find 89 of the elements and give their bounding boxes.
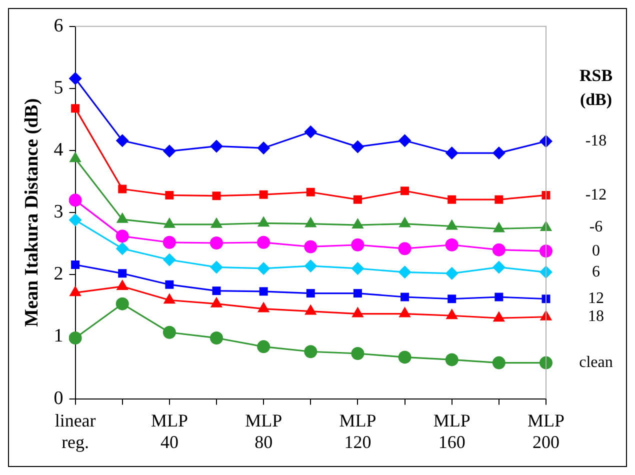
point (118, 269, 127, 278)
point (445, 146, 458, 160)
point (68, 331, 82, 344)
x-tick-label: MLP 80 (245, 410, 282, 452)
y-tick-label: 1 (54, 326, 64, 347)
point (68, 214, 82, 227)
x-tick-label: MLP 40 (150, 410, 188, 452)
point (162, 144, 176, 158)
point (492, 311, 505, 322)
point (162, 236, 176, 249)
y-tick-label: 0 (54, 388, 64, 409)
point (304, 345, 318, 358)
point (304, 125, 318, 138)
x-tick-label: linear reg. (54, 410, 96, 452)
y-tick-label: 6 (54, 15, 64, 36)
point (165, 190, 174, 200)
text: 0 (592, 242, 600, 260)
point (398, 134, 412, 148)
point (257, 142, 270, 155)
point (116, 230, 129, 243)
point (351, 140, 364, 154)
point (540, 244, 552, 258)
point (304, 259, 318, 272)
point (352, 218, 364, 229)
point (210, 331, 224, 344)
point (212, 192, 221, 200)
point (259, 190, 268, 199)
series-label: clean (579, 354, 613, 372)
x-tick-label: MLP 160 (433, 410, 470, 452)
point (351, 238, 364, 252)
point (351, 262, 364, 275)
point (351, 346, 364, 360)
text: -12 (585, 186, 607, 204)
point (162, 253, 176, 266)
point (210, 236, 224, 250)
text: -6 (589, 218, 603, 236)
point (353, 195, 362, 204)
point (118, 184, 127, 194)
y-tick-label: 2 (54, 264, 64, 285)
point (68, 72, 82, 86)
point (257, 340, 270, 354)
point (306, 289, 315, 298)
point (306, 188, 315, 196)
text: 18 (588, 308, 604, 326)
point (116, 297, 129, 310)
point (492, 243, 506, 256)
point (446, 308, 458, 320)
point (448, 195, 456, 204)
x-tick-label: MLP 120 (339, 410, 376, 452)
point (304, 240, 318, 254)
point (398, 350, 412, 364)
y-tick-label: 4 (54, 140, 64, 161)
point (212, 286, 221, 296)
point (494, 292, 504, 302)
point (257, 262, 270, 275)
point (257, 236, 270, 249)
y-axis-title: Mean Itakura Distance (dB) (21, 98, 42, 327)
point (494, 195, 504, 204)
point (400, 292, 410, 302)
point (163, 293, 176, 304)
point (398, 266, 412, 279)
point (400, 186, 410, 196)
point (116, 242, 129, 256)
point (492, 260, 506, 274)
point (210, 260, 224, 274)
point (71, 104, 80, 113)
point (492, 356, 506, 370)
point (68, 194, 82, 207)
point (210, 140, 224, 153)
text: 6 (592, 263, 600, 280)
y-tick-label: 5 (54, 77, 64, 98)
point (445, 238, 458, 252)
point (540, 356, 552, 370)
point (71, 260, 80, 269)
point (165, 280, 174, 289)
point (116, 134, 129, 148)
x-tick-label: MLP 200 (527, 410, 565, 452)
point (492, 146, 506, 160)
text: -18 (585, 132, 607, 150)
point (353, 289, 362, 298)
text: 12 (588, 290, 604, 308)
point (445, 353, 458, 366)
point (259, 287, 268, 296)
point (448, 294, 456, 304)
y-tick-label: 3 (54, 202, 64, 223)
point (398, 242, 412, 256)
point (445, 266, 458, 280)
point (162, 326, 176, 339)
legend-title: RSB (dB) (579, 66, 613, 109)
